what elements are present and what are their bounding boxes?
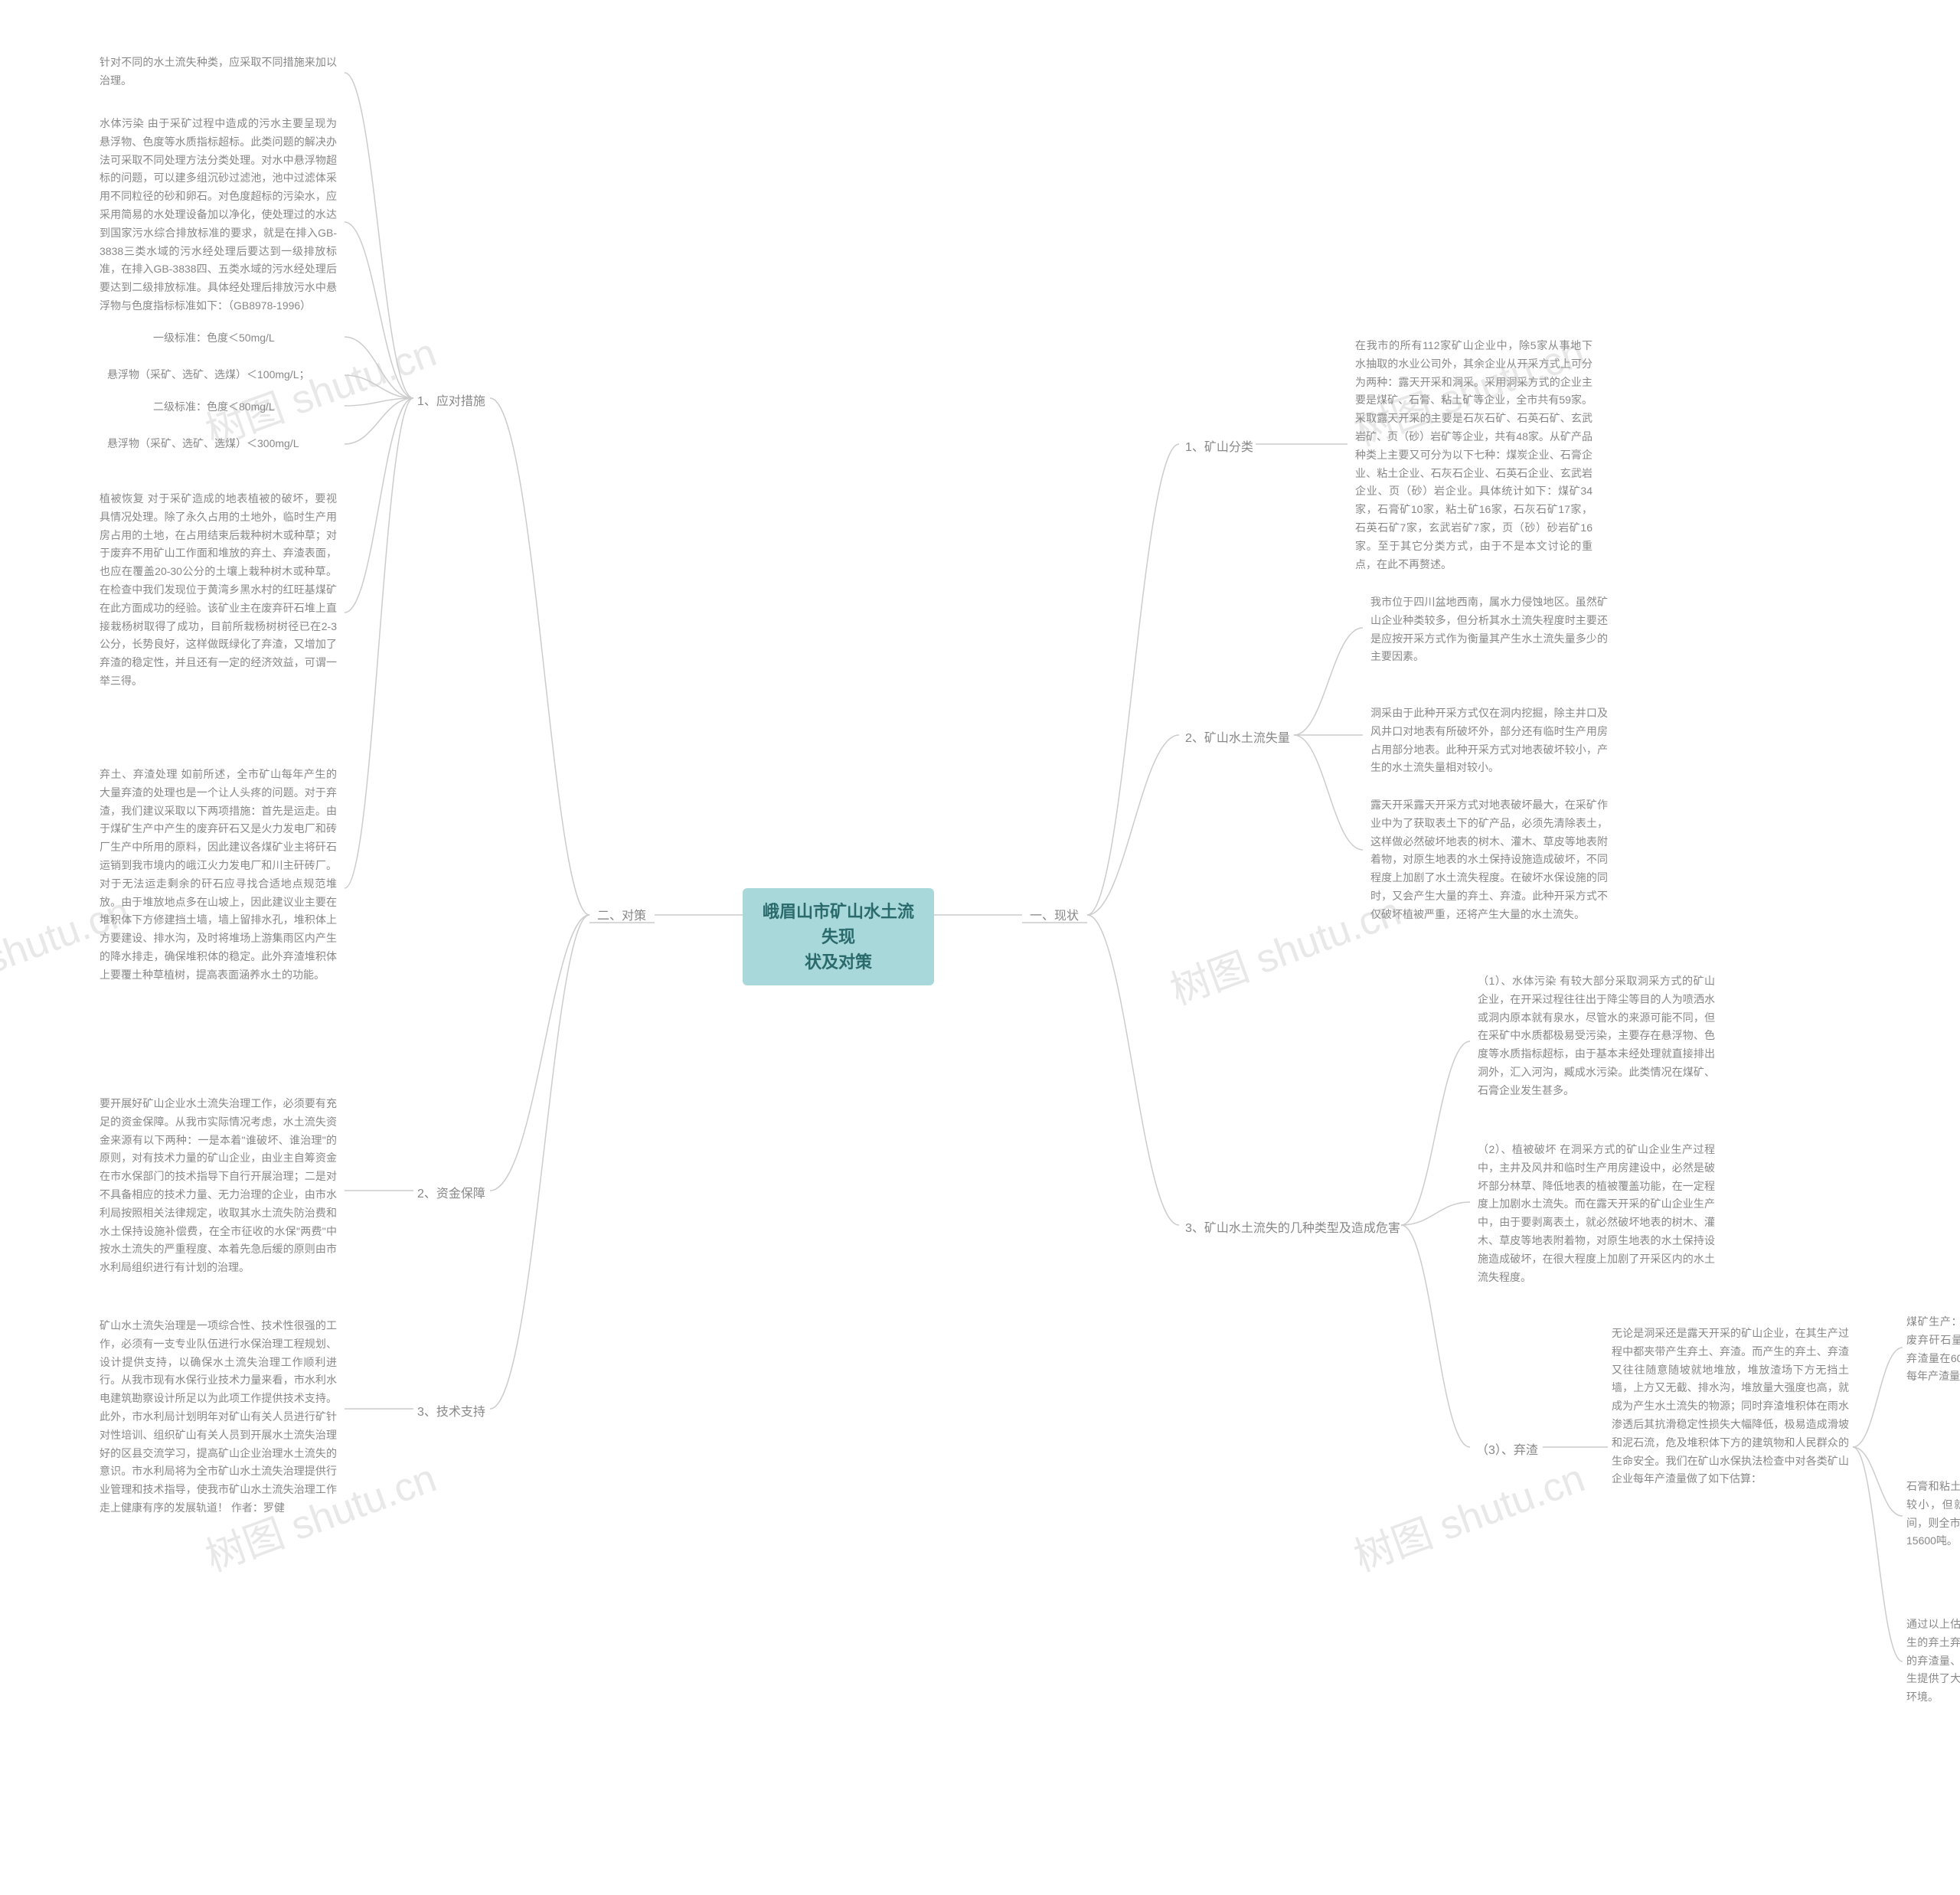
leaf-l1-1: 针对不同的水土流失种类，应采取不同措施来加以治理。: [100, 54, 337, 90]
leaf-l1-6: 悬浮物（采矿、选矿、选煤）＜300mg/L: [107, 435, 345, 453]
leaf-r3-3-label: （3）、弃渣: [1476, 1439, 1538, 1458]
left-branch: 二、对策: [597, 905, 646, 923]
leaf-l1-3: 一级标准：色度＜50mg/L: [153, 329, 345, 348]
leaf-l1-5: 二级标准：色度＜80mg/L: [153, 398, 345, 417]
leaf-l1-4: 悬浮物（采矿、选矿、选煤）＜100mg/L；: [107, 366, 345, 384]
right-sub-1: 1、矿山分类: [1185, 436, 1253, 455]
watermark: 树图 shutu.cn: [1345, 1446, 1592, 1582]
right-sub-3: 3、矿山水土流失的几种类型及造成危害: [1185, 1217, 1400, 1236]
right-sub-2: 2、矿山水土流失量: [1185, 727, 1290, 746]
left-sub-1: 1、应对措施: [417, 390, 485, 409]
left-sub-3: 3、技术支持: [417, 1401, 485, 1420]
leaf-r2-2: 洞采由于此种开采方式仅在洞内挖掘，除主井口及风井口对地表有所破坏外，部分还有临时…: [1370, 704, 1608, 777]
leaf-r3-2: （2）、植被破坏 在洞采方式的矿山企业生产过程中，主井及风井和临时生产用房建设中…: [1478, 1141, 1715, 1286]
leaf-r1-1: 在我市的所有112家矿山企业中，除5家从事地下水抽取的水业公司外，其余企业从开采…: [1355, 337, 1592, 573]
leaf-r2-1: 我市位于四川盆地西南，属水力侵蚀地区。虽然矿山企业种类较多，但分析其水土流失程度…: [1370, 593, 1608, 666]
leaf-l1-2: 水体污染 由于采矿过程中造成的污水主要呈现为悬浮物、色度等水质指标超标。此类问题…: [100, 115, 337, 315]
leaf-l2-1: 要开展好矿山企业水土流失治理工作，必须要有充足的资金保障。从我市实际情况考虑，水…: [100, 1095, 337, 1277]
right-branch: 一、现状: [1030, 905, 1079, 923]
center-title-l1: 峨眉山市矿山水土流失现: [763, 902, 914, 946]
leaf-l1-8: 弃土、弃渣处理 如前所述，全市矿山每年产生的大量弃渣的处理也是一个让人头疼的问题…: [100, 766, 337, 985]
center-title-l2: 状及对策: [805, 952, 872, 972]
leaf-l1-7: 植被恢复 对于采矿造成的地表植被的破坏，要视具情况处理。除了永久占用的土地外，临…: [100, 490, 337, 691]
leaf-r3-3-s3: 通过以上估算可以粗略得出全市矿山企业每年产生的弃土弃渣量约为87.14~128.…: [1906, 1616, 1960, 1707]
center-node: 峨眉山市矿山水土流失现 状及对策: [743, 888, 934, 985]
left-sub-2: 2、资金保障: [417, 1183, 485, 1201]
leaf-r2-3: 露天开采露天开采方式对地表破坏最大，在采矿作业中为了获取表土下的矿产品，必须先清…: [1370, 796, 1608, 924]
leaf-r3-1: （1）、水体污染 有较大部分采取洞采方式的矿山企业，在开采过程往往出于降尘等目的…: [1478, 972, 1715, 1100]
leaf-l3-1: 矿山水土流失治理是一项综合性、技术性很强的工作，必须有一支专业队伍进行水保治理工…: [100, 1317, 337, 1518]
leaf-r3-3-intro: 无论是洞采还是露天开采的矿山企业，在其生产过程中都夹带产生弃土、弃渣。而产生的弃…: [1612, 1325, 1849, 1488]
leaf-r3-3-s2: 石膏和粘土生产：石膏生产均采用洞采，弃渣量较小，但就此实地估算每年也在400-6…: [1906, 1478, 1960, 1550]
leaf-r3-3-s1: 煤矿生产：以一座年产量3万吨的小煤矿为例，废弃矸石量按煤产量的20-30%计算，…: [1906, 1313, 1960, 1386]
